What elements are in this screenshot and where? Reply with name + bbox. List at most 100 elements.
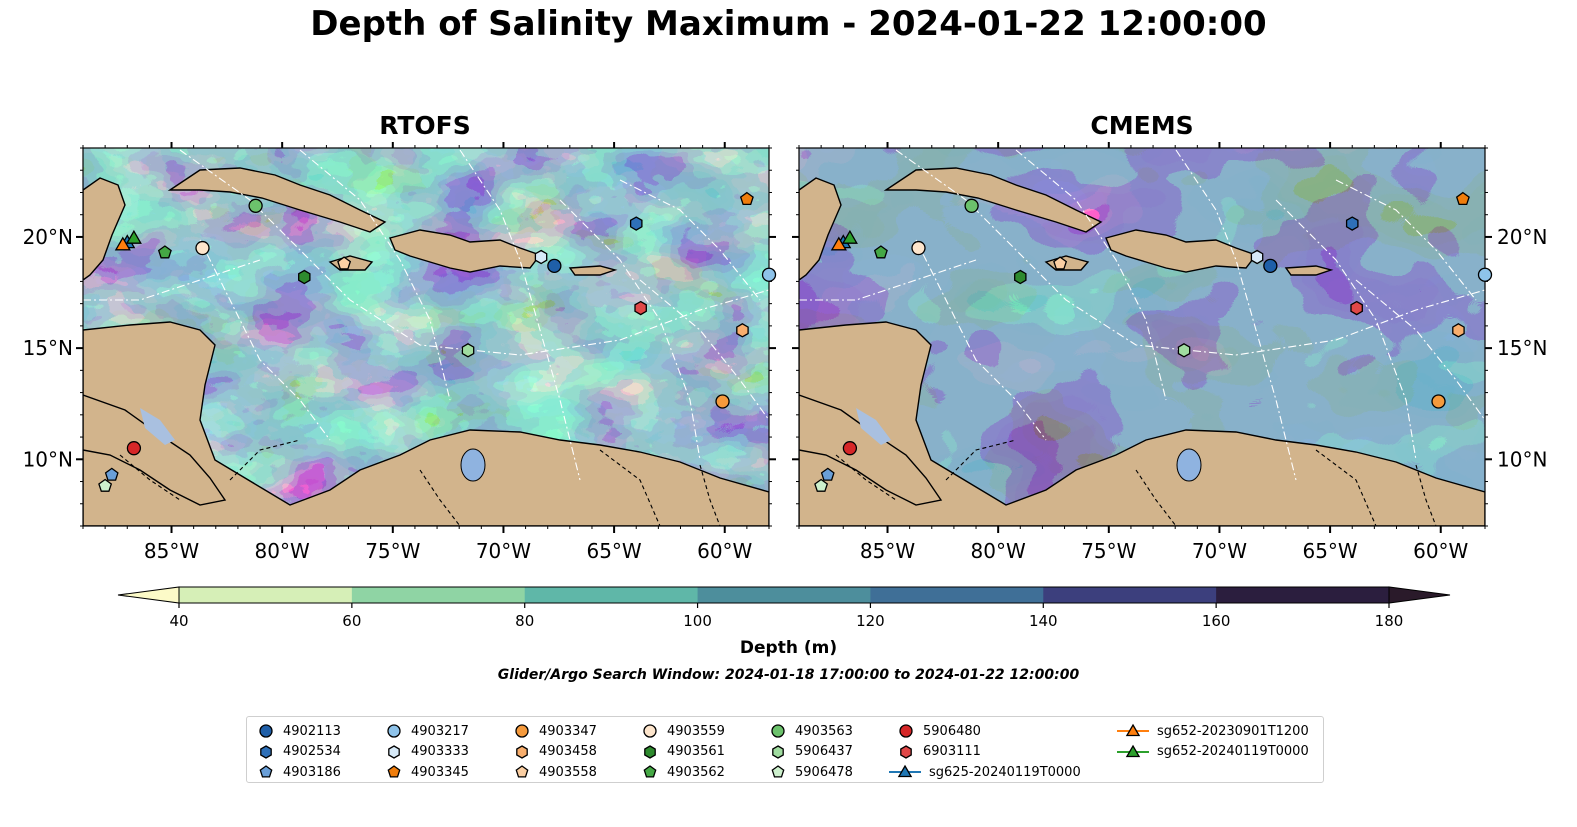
panel-title-rtofs: RTOFS	[379, 111, 471, 140]
legend-swatch	[643, 765, 657, 778]
map-frame-rtofs	[82, 147, 770, 527]
marker-4903563	[964, 198, 979, 213]
marker-4903347	[1431, 394, 1446, 409]
marker-4903563	[248, 198, 263, 213]
legend-marker-sg652-20230901T1200	[1125, 723, 1141, 737]
legend-item-5906480: 5906480	[895, 721, 981, 741]
legend-swatch	[771, 765, 785, 778]
marker-4903559	[911, 240, 926, 256]
colorbar-segment	[1043, 587, 1217, 603]
legend-item-4903562: 4903562	[639, 762, 725, 782]
legend-marker-4903333	[388, 744, 400, 759]
legend-item-sg652-20240119T0000: sg652-20240119T0000	[1115, 742, 1309, 762]
marker-6903111	[634, 300, 647, 316]
colorbar-segment	[179, 587, 353, 603]
colorbar-segment	[351, 587, 526, 603]
legend-marker-5906437	[772, 744, 784, 759]
marker-4903458	[736, 323, 749, 338]
legend-marker-4903217	[387, 724, 401, 738]
legend-label: 4903347	[539, 723, 597, 739]
legend-swatch	[260, 744, 272, 759]
marker-4903186	[104, 467, 119, 481]
legend-label: sg652-20230901T1200	[1157, 723, 1309, 739]
eez-boundaries	[799, 149, 1485, 481]
legend: 4902113 4902534 4903186 4903217 4903333 49033…	[246, 716, 1324, 783]
legend-label: 4903563	[795, 723, 853, 739]
eez-boundaries	[83, 149, 769, 481]
legend-item-4903217: 4903217	[383, 721, 469, 741]
y-tick-label: 15°N	[23, 336, 73, 360]
legend-label: 4903558	[539, 764, 597, 780]
legend-label: 4903345	[411, 764, 469, 780]
legend-item-4903558: 4903558	[511, 762, 597, 782]
legend-label: 5906437	[795, 744, 853, 759]
map-panel-cmems	[799, 148, 1485, 526]
legend-item-4903345: 4903345	[383, 762, 469, 782]
legend-item-4902113: 4902113	[255, 721, 341, 741]
legend-item-5906478: 5906478	[767, 762, 853, 782]
country-borders	[835, 439, 1437, 526]
legend-label: 4903559	[667, 723, 725, 739]
legend-marker-sg625-20240119T0000	[897, 764, 913, 778]
colorbar-tick-label: 160	[1202, 612, 1231, 630]
colorbar-tick-label: 60	[342, 612, 361, 630]
marker-4902534	[629, 216, 643, 231]
marker-6903111	[1350, 300, 1363, 316]
x-tick-label: 75°W	[1081, 539, 1136, 563]
marker-4903333	[1250, 249, 1264, 265]
lake	[140, 408, 486, 482]
legend-item-4903559: 4903559	[639, 721, 725, 741]
marker-sg652-20240119T0000	[841, 229, 858, 244]
marker-5906480	[842, 441, 858, 456]
x-tick-label: 65°W	[1302, 539, 1357, 563]
legend-item-5906437: 5906437	[767, 742, 853, 762]
legend-marker-6903111	[900, 744, 912, 759]
marker-4903186	[820, 467, 835, 481]
legend-swatch	[387, 724, 401, 738]
map-panel-rtofs	[83, 148, 769, 526]
legend-item-4903561: 4903561	[639, 742, 725, 762]
marker-5906480	[126, 441, 142, 456]
marker-4903559	[195, 240, 210, 256]
x-tick-label: 70°W	[1192, 539, 1247, 563]
legend-marker-4903561	[644, 744, 656, 759]
legend-marker-4902534	[260, 744, 272, 759]
map-axes: 85°W 80°W 75°W 70°W 65°W 60°W 20°N 15°N 10°N 85°W…	[23, 142, 1547, 563]
legend-swatch	[1117, 723, 1149, 737]
colorbar-tick-label: 100	[683, 612, 712, 630]
colorbar-segment	[697, 587, 871, 603]
marker-4903217	[1477, 267, 1493, 282]
x-tick-label: 60°W	[1413, 539, 1468, 563]
y-tick-label: 10°N	[23, 447, 73, 471]
colorbar-under-extension	[117, 586, 180, 604]
colorbar-over-extension	[1388, 586, 1451, 604]
legend-label: 5906478	[795, 764, 853, 780]
legend-swatch	[388, 744, 400, 759]
figure-title: Depth of Salinity Maximum - 2024-01-22 1…	[310, 4, 1267, 44]
legend-marker-4903186	[259, 765, 273, 778]
x-tick-label: 75°W	[365, 539, 420, 563]
legend-marker-4903562	[643, 765, 657, 778]
marker-4902534	[1345, 216, 1359, 231]
legend-marker-4903345	[387, 765, 401, 778]
panel-title-cmems: CMEMS	[1090, 111, 1194, 140]
legend-marker-4903558	[515, 765, 529, 778]
marker-4903217	[761, 267, 777, 282]
x-tick-label: 60°W	[697, 539, 752, 563]
legend-item-4902534: 4902534	[255, 742, 341, 762]
y-tick-label: 10°N	[1497, 447, 1547, 471]
colorbar-tick-label: 40	[169, 612, 188, 630]
marker-4902113	[547, 258, 562, 273]
legend-marker-5906478	[771, 765, 785, 778]
legend-marker-5906480	[899, 724, 913, 738]
colorbar-tick-label: 120	[856, 612, 885, 630]
marker-5906437	[1177, 343, 1191, 358]
legend-marker-4903458	[516, 744, 528, 759]
colorbar-segment	[524, 587, 699, 603]
marker-4903347	[715, 394, 730, 409]
legend-label: 4902534	[283, 744, 341, 759]
colorbar-frame	[178, 586, 1390, 604]
marker-sg652-20240119T0000	[125, 229, 142, 244]
marker-5906478	[98, 478, 113, 492]
